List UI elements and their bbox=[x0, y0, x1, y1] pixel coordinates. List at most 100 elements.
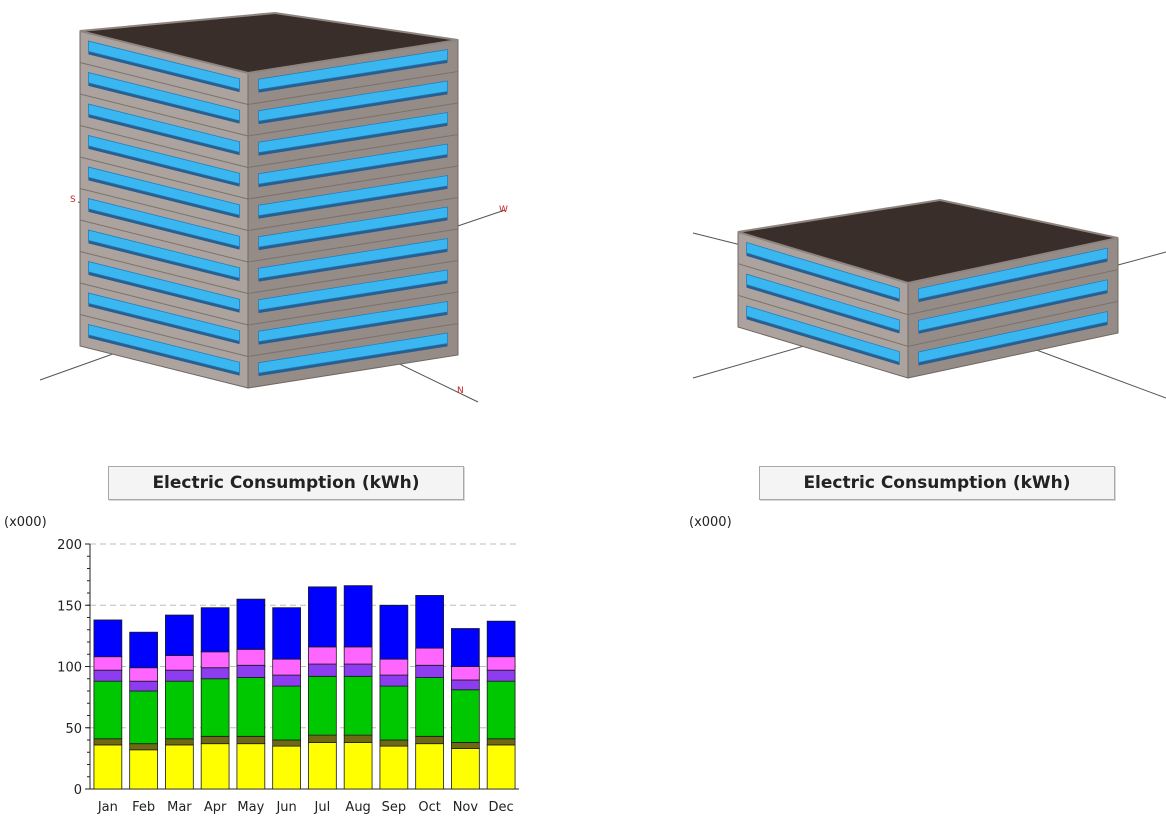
x-tick-label: May bbox=[237, 800, 264, 815]
window-band bbox=[88, 198, 240, 248]
window-shadow bbox=[258, 248, 448, 282]
bar-segment bbox=[486, 620, 516, 658]
bar-segment bbox=[200, 607, 230, 653]
floor-slab-line bbox=[79, 156, 249, 200]
bar-segment bbox=[343, 734, 373, 743]
window-band bbox=[746, 273, 900, 331]
building-geometry bbox=[79, 11, 459, 389]
x-tick-label: Dec bbox=[489, 800, 514, 815]
bar-segment bbox=[379, 685, 409, 741]
window-band bbox=[258, 332, 448, 374]
bar-segment bbox=[165, 680, 194, 740]
x-tick-label: Jun bbox=[275, 800, 296, 815]
floor-slab-line bbox=[79, 62, 249, 105]
window-shadow bbox=[88, 240, 240, 282]
window-shadow bbox=[88, 114, 240, 156]
y-tick-label: 100 bbox=[57, 661, 82, 676]
compass-west-label: W bbox=[499, 205, 508, 215]
bar-segment bbox=[165, 744, 194, 790]
window-shadow bbox=[88, 208, 240, 250]
x-tick-label: Apr bbox=[204, 800, 227, 815]
window-shadow bbox=[258, 185, 448, 219]
window-shadow bbox=[88, 82, 240, 124]
x-tick-label: Mar bbox=[167, 800, 192, 815]
y-tick-label: 150 bbox=[57, 599, 82, 614]
bar-segment bbox=[415, 595, 444, 649]
bar-segment bbox=[379, 745, 409, 790]
window-band bbox=[88, 40, 240, 90]
y-multiplier-label: (x000) bbox=[689, 515, 732, 530]
bar-segment bbox=[272, 739, 301, 747]
floor-slab-line bbox=[79, 251, 249, 294]
bar-segment bbox=[415, 664, 444, 678]
bar-segment bbox=[200, 743, 230, 790]
bar-segment bbox=[236, 598, 266, 650]
window-shadow bbox=[88, 177, 240, 219]
window-band bbox=[746, 241, 900, 300]
bar-segment bbox=[486, 680, 516, 740]
floor-slab-line bbox=[737, 263, 909, 316]
window-band bbox=[88, 229, 240, 279]
window-band bbox=[258, 238, 448, 280]
x-tick-label: Feb bbox=[132, 800, 155, 815]
floor-slab-line bbox=[247, 291, 459, 326]
window-band bbox=[88, 72, 240, 122]
window-shadow bbox=[918, 258, 1108, 303]
floor-slab-line bbox=[907, 300, 1119, 347]
bar-segment bbox=[236, 664, 266, 678]
window-shadow bbox=[918, 290, 1108, 334]
bar-segment bbox=[415, 647, 444, 666]
window-shadow bbox=[746, 316, 900, 366]
window-band bbox=[258, 112, 448, 154]
x-tick-label: Sep bbox=[382, 800, 407, 815]
bar-segment bbox=[200, 678, 230, 737]
window-shadow bbox=[258, 91, 448, 125]
bar-segment bbox=[93, 656, 123, 671]
floor-slab-line bbox=[79, 188, 249, 231]
y-tick-label: 200 bbox=[57, 538, 82, 553]
x-tick-label: Oct bbox=[418, 800, 440, 815]
chart-title-right: Electric Consumption (kWh) bbox=[759, 466, 1115, 500]
bar-segment bbox=[308, 586, 337, 648]
window-band bbox=[258, 206, 448, 248]
window-band bbox=[258, 143, 448, 185]
roof bbox=[79, 11, 459, 75]
window-band bbox=[918, 279, 1108, 332]
x-tick-label: Aug bbox=[345, 800, 370, 815]
window-band bbox=[746, 305, 900, 363]
window-shadow bbox=[258, 122, 448, 156]
window-band bbox=[88, 324, 240, 374]
window-band bbox=[258, 269, 448, 311]
building-model-low bbox=[692, 198, 1166, 399]
floor-slab-line bbox=[247, 197, 459, 231]
chart-title-left: Electric Consumption (kWh) bbox=[108, 466, 464, 500]
bar-segment bbox=[486, 656, 516, 671]
bar-segment bbox=[236, 743, 266, 790]
bar-segment bbox=[451, 679, 480, 691]
bar-segment bbox=[129, 690, 158, 745]
bar-segment bbox=[165, 669, 194, 682]
bar-segment bbox=[343, 585, 373, 648]
bar-segment bbox=[486, 738, 516, 746]
bar-segment bbox=[451, 748, 480, 790]
bar-segment bbox=[415, 677, 444, 737]
x-tick-label: Jan bbox=[97, 800, 118, 815]
bar-segment bbox=[236, 648, 266, 666]
building-geometry bbox=[737, 198, 1119, 379]
window-shadow bbox=[258, 154, 448, 188]
bar-segment bbox=[272, 674, 301, 687]
window-shadow bbox=[258, 280, 448, 314]
window-band bbox=[88, 135, 240, 185]
bar-segment bbox=[272, 745, 301, 790]
bar-segment bbox=[308, 742, 337, 790]
floor-slab-line bbox=[79, 219, 249, 263]
floor-slab-line bbox=[247, 102, 459, 137]
window-shadow bbox=[258, 217, 448, 251]
bar-segment bbox=[343, 742, 373, 790]
window-shadow bbox=[258, 311, 448, 345]
bar-segment bbox=[129, 631, 158, 669]
window-band bbox=[258, 301, 448, 343]
bar-segment bbox=[93, 669, 123, 682]
bar-segment bbox=[236, 677, 266, 737]
bar-segment bbox=[343, 663, 373, 677]
